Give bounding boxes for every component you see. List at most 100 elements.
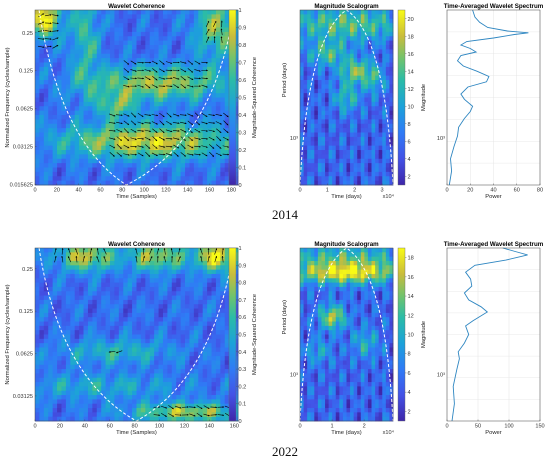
coherence-heatmap-1-cell [180, 321, 186, 327]
coherence-heatmap-0-cell [207, 53, 212, 59]
scalogram-heatmap-0-cell [335, 167, 340, 173]
coherence-heatmap-0-cell [96, 75, 102, 81]
coherence-heatmap-1-cell [65, 347, 71, 353]
scalogram-heatmap-0-cell [375, 75, 380, 81]
coherence-heatmap-1-cell [114, 334, 120, 340]
coherence-heatmap-0-cell [162, 163, 168, 168]
coherence-arrows-0-arrow [165, 145, 173, 148]
coherence-heatmap-1-cell [92, 408, 98, 413]
coherence-heatmap-1-cell [39, 265, 45, 271]
coherence-heatmap-0-cell [101, 53, 107, 59]
coherence-heatmap-1-cell [193, 321, 199, 327]
coherence-heatmap-0-cell [96, 128, 102, 133]
scalogram-heatmap-0-cell [332, 97, 337, 103]
coherence-heatmap-0-cell [127, 62, 133, 68]
scalogram-heatmap-0-cell [342, 53, 347, 59]
scalogram-heatmap-0-cell [378, 31, 383, 37]
coherence-heatmap-1-cell [118, 408, 124, 413]
scalogram-heatmap-0-cell [357, 128, 362, 133]
coherence-heatmap-0-cell [35, 80, 40, 85]
coherence-heatmap-1-cell [220, 408, 226, 413]
coherence-heatmap-1-cell [189, 273, 195, 279]
coherence-heatmap-0-cell [207, 110, 212, 116]
coherence-heatmap-0-cell [202, 36, 208, 42]
coherence-heatmap-0-cell [79, 145, 84, 151]
scalogram-heatmap-0-cell [325, 97, 330, 103]
coherence-heatmap-1-cell [149, 360, 155, 366]
coherence-heatmap-0-cell [207, 163, 212, 168]
coherence-heatmap-1-cell [61, 278, 67, 283]
coherence-heatmap-0-cell [185, 80, 190, 85]
coherence-heatmap-1-cell [207, 416, 212, 422]
coherence-heatmap-1-cell [171, 265, 177, 271]
coherence-heatmap-0-cell [215, 23, 221, 28]
coherence-heatmap-0-cell [74, 62, 80, 68]
coherence-heatmap-0-cell [83, 45, 89, 50]
scalogram-heatmap-0-cell [360, 97, 365, 103]
coherence-heatmap-1-cell [101, 295, 107, 301]
coherence-heatmap-0-cell [92, 145, 98, 151]
scalogram-heatmap-0-cell [339, 18, 344, 24]
scalogram-heatmap-0-cell [310, 27, 315, 33]
coherence-heatmap-0-cell [43, 145, 49, 151]
coherence-heatmap-0-cell [35, 180, 40, 186]
coherence-heatmap-0-cell [48, 27, 54, 33]
coherence-heatmap-0-cell [207, 171, 212, 177]
coherence-heatmap-0-cell [224, 93, 230, 98]
scalogram-heatmap-0-cell [389, 84, 394, 90]
scalogram-heatmap-0-cell [325, 14, 330, 20]
coherence-heatmap-1-cell [39, 273, 45, 279]
coherence-heatmap-0-cell [39, 141, 45, 147]
scalogram-heatmap-0-cell [310, 132, 315, 138]
coherence-heatmap-1-cell [158, 330, 164, 335]
coherence-heatmap-1-cell [61, 356, 67, 361]
coherence-heatmap-1-cell [70, 269, 76, 275]
coherence-arrows-0-arrow [144, 136, 151, 141]
coherence-heatmap-0-cell [149, 62, 155, 68]
scalogram-heatmap-0-cell [353, 176, 358, 182]
coherence-heatmap-0-cell [83, 141, 89, 147]
coherence-heatmap-1-cell [145, 291, 151, 296]
coherence-heatmap-0-cell [185, 27, 190, 33]
scalogram-heatmap-0-cell [389, 14, 394, 20]
coherence-heatmap-0-cell [224, 176, 230, 182]
scalogram-heatmap-0-cell [364, 128, 369, 133]
coherence-heatmap-1-cell [140, 265, 146, 271]
coherence-heatmap-0-cell [145, 163, 151, 168]
scalogram-heatmap-0-cell [375, 18, 380, 24]
coherence-heatmap-1-cell [136, 412, 142, 418]
coherence-heatmap-0-cell [193, 40, 199, 46]
coherence-heatmap-0-cell [136, 18, 142, 24]
coherence-heatmap-1-cell [65, 304, 71, 309]
coherence-heatmap-1-cell [61, 256, 67, 262]
coherence-heatmap-0-cell [136, 66, 142, 72]
coherence-heatmap-0-cell [74, 71, 80, 77]
scalogram-heatmap-0-cell [371, 176, 376, 182]
scalogram-heatmap-0-cell [303, 75, 308, 81]
coherence-arrows-0-arrow [109, 144, 116, 149]
coherence-heatmap-1-cell [39, 382, 45, 387]
coherence-heatmap-1-cell [48, 416, 54, 422]
coherence-heatmap-0-cell [123, 101, 129, 107]
scalogram-heatmap-0-cell [382, 40, 387, 46]
coherence-heatmap-0-cell [154, 110, 159, 116]
scalogram-heatmap-0-cell [353, 123, 358, 129]
coherence-heatmap-1-cell [193, 412, 199, 418]
coherence-heatmap-1-cell [39, 256, 45, 262]
scalogram-heatmap-0-cell [307, 128, 312, 133]
coherence-heatmap-0-cell [35, 40, 40, 46]
coherence-heatmap-0-cell [101, 84, 107, 90]
scalogram-heatmap-0-cell [314, 97, 319, 103]
coherence-heatmap-0-cell [127, 136, 133, 142]
scalogram-heatmap-0-cell [350, 128, 355, 133]
scalogram-heatmap-0-cell [300, 10, 304, 15]
scalogram-heatmap-0-cell [357, 180, 362, 186]
coherence-heatmap-1-cell [198, 408, 204, 413]
coherence-arrows-0-arrow [137, 112, 144, 118]
coherence-heatmap-0-cell [198, 36, 204, 42]
scalogram-heatmap-0-cell [328, 31, 333, 37]
scalogram-heatmap-0-cell [353, 27, 358, 33]
coherence-heatmap-1-cell [215, 377, 221, 383]
coherence-heatmap-1-cell [193, 278, 199, 283]
coherence-heatmap-1-cell [74, 286, 80, 292]
